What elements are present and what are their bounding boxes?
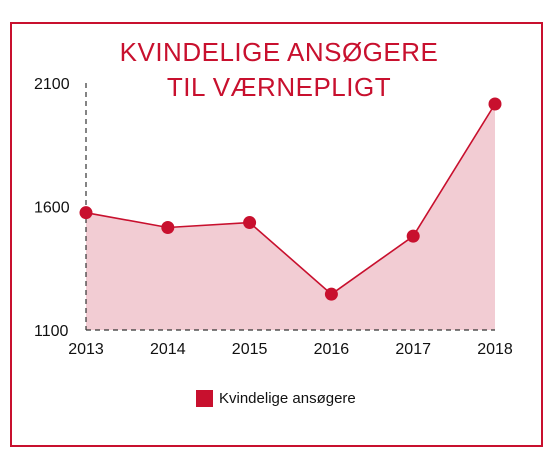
data-point-2016 [324,287,338,301]
legend-swatch [196,389,213,407]
data-point-2017 [406,229,420,243]
y-tick-label-2100: 2100 [34,76,70,93]
series-line [85,103,496,296]
data-point-2015 [243,216,257,230]
chart-title-line-1: KVINDELIGE ANSØGERE [119,37,439,67]
legend-label: Kvindelige ansøgere [219,389,356,407]
data-point-2014 [161,220,175,234]
series-area [86,103,495,331]
legend: Kvindelige ansøgere [196,388,356,408]
data-point-2013 [79,206,93,220]
label-layer: 1100 1600 2100 2013 2014 2015 2016 2017 2018 [34,76,513,358]
data-point-2018 [488,97,502,111]
y-tick-label-1600: 1600 [34,200,70,217]
x-tick-label-2016: 2016 [314,341,350,358]
y-tick-label-1100: 1100 [34,323,69,340]
x-tick-label-2014: 2014 [150,341,186,358]
chart-title-line-2: TIL VÆRNEPLIGT [166,72,392,102]
area-layer [86,103,495,331]
line-layer [85,103,496,296]
marker-layer [79,97,502,301]
x-tick-label-2017: 2017 [395,341,431,358]
x-tick-label-2018: 2018 [477,341,513,358]
x-tick-label-2015: 2015 [232,341,268,358]
x-tick-label-2013: 2013 [68,341,104,358]
